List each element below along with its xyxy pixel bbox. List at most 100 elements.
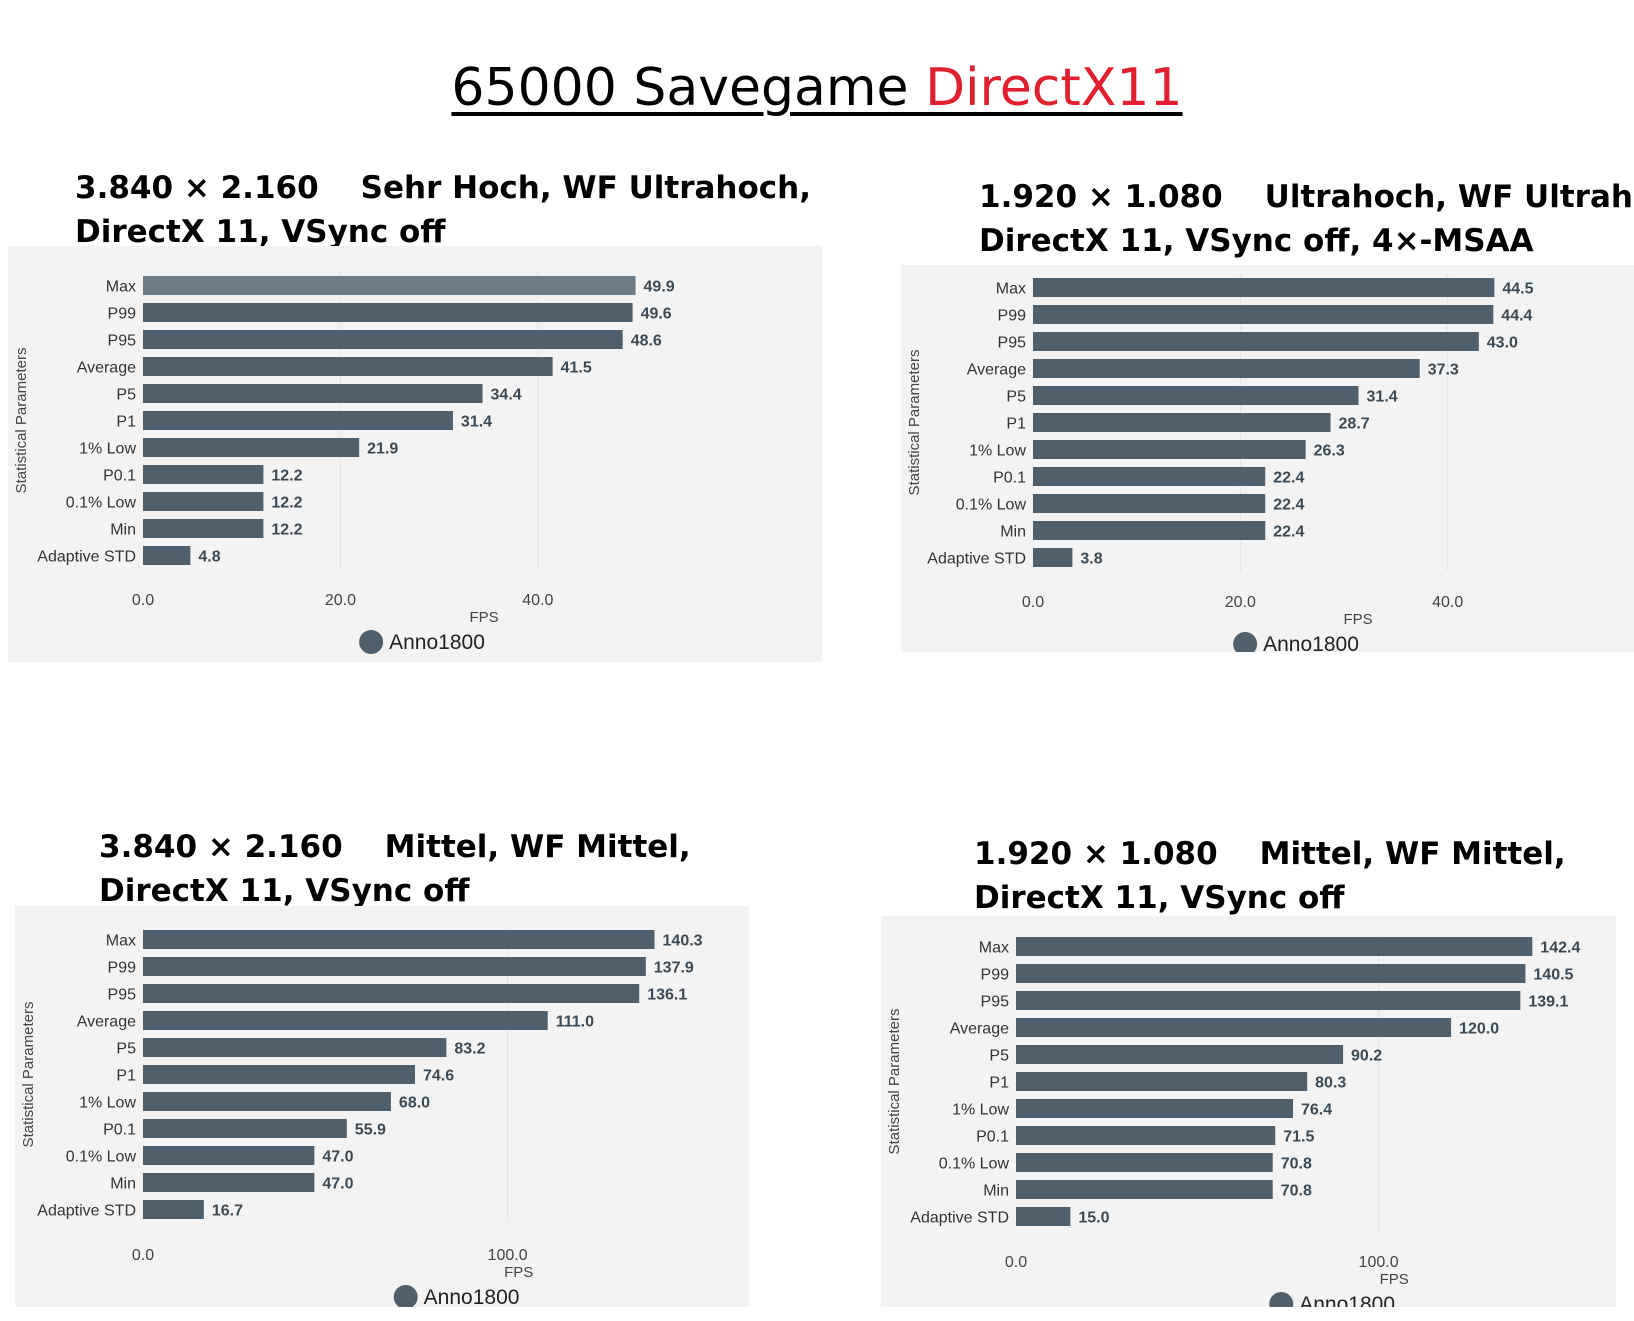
category-label: P0.1 (103, 468, 136, 485)
bar (143, 930, 655, 949)
value-label: 37.3 (1428, 362, 1459, 379)
category-label: Min (1000, 524, 1026, 541)
value-label: 136.1 (647, 987, 687, 1004)
bar (143, 984, 640, 1003)
value-label: 22.4 (1273, 524, 1304, 541)
legend-label: Anno1800 (424, 1286, 520, 1307)
bar (143, 1038, 447, 1057)
page-title: 65000 Savegame DirectX11 (0, 62, 1634, 114)
bar (143, 1092, 391, 1111)
value-label: 74.6 (423, 1068, 454, 1085)
value-label: 22.4 (1273, 497, 1304, 514)
category-label: P99 (108, 960, 137, 977)
x-tick-label: 20.0 (325, 592, 356, 609)
bar (143, 519, 264, 538)
chart-4: Max 142.4 P99 140.5 P95 139.1 Average 120.0 P5 90… (881, 916, 1616, 1307)
bar (1016, 1207, 1071, 1226)
category-label: P1 (116, 1068, 136, 1085)
value-label: 31.4 (1367, 389, 1398, 406)
value-label: 28.7 (1339, 416, 1370, 433)
bar (143, 1065, 415, 1084)
category-label: 0.1% Low (956, 497, 1027, 514)
x-axis-title: FPS (504, 1264, 533, 1281)
bar (143, 438, 360, 457)
page-title-highlight: DirectX11 (925, 58, 1183, 118)
value-label: 71.5 (1283, 1129, 1314, 1146)
page-title-main: 65000 Savegame (451, 58, 926, 118)
bar (1016, 1045, 1344, 1064)
bar (1016, 1099, 1294, 1118)
chart-4-settings-line2: DirectX 11, VSync off (974, 880, 1345, 916)
chart-2: Max 44.5 P99 44.4 P95 43.0 Average 37.3 P5 31.4 P1… (901, 265, 1634, 652)
value-label: 137.9 (654, 960, 694, 977)
bar (1033, 278, 1495, 297)
value-label: 31.4 (461, 414, 492, 431)
category-label: P5 (989, 1048, 1009, 1065)
chart-4-settings: Mittel, WF Mittel, (1259, 836, 1566, 872)
bar (143, 957, 646, 976)
category-label: Max (106, 279, 136, 296)
category-label: Min (110, 522, 136, 539)
value-label: 49.9 (644, 279, 675, 296)
value-label: 44.5 (1502, 281, 1533, 298)
x-tick-label: 40.0 (522, 592, 553, 609)
chart-2-title: 1.920 × 1.080 Ultrahoch, WF Ultrahoch, Di… (979, 175, 1634, 263)
category-label: Min (983, 1183, 1009, 1200)
chart-3-title: 3.840 × 2.160 Mittel, WF Mittel, DirectX … (99, 825, 691, 913)
category-label: Average (967, 362, 1026, 379)
category-label: P5 (116, 387, 136, 404)
value-label: 12.2 (271, 468, 302, 485)
category-label: 1% Low (969, 443, 1026, 460)
category-label: 1% Low (952, 1102, 1009, 1119)
bar (1016, 991, 1521, 1010)
legend-marker (1269, 1292, 1294, 1307)
bar (143, 546, 191, 565)
category-label: P1 (989, 1075, 1009, 1092)
chart-4-resolution: 1.920 × 1.080 (974, 836, 1218, 872)
chart-3-resolution: 3.840 × 2.160 (99, 829, 343, 865)
chart-4-title: 1.920 × 1.080 Mittel, WF Mittel, DirectX … (974, 832, 1566, 920)
chart-3: Max 140.3 P99 137.9 P95 136.1 Average 111.0 P5 83… (15, 906, 749, 1307)
category-label: P99 (108, 306, 137, 323)
category-label: Adaptive STD (910, 1210, 1009, 1227)
x-tick-label: 0.0 (1022, 594, 1044, 611)
bar (1033, 386, 1359, 405)
y-axis-title: Statistical Parameters (886, 1009, 903, 1155)
value-label: 142.4 (1540, 940, 1580, 957)
legend-label: Anno1800 (389, 631, 485, 654)
bar (143, 330, 623, 349)
category-label: Adaptive STD (37, 1203, 136, 1220)
value-label: 139.1 (1528, 994, 1568, 1011)
bar (1033, 440, 1306, 459)
category-label: P95 (998, 335, 1027, 352)
bar (143, 411, 453, 430)
value-label: 70.8 (1281, 1183, 1312, 1200)
category-label: P5 (1006, 389, 1026, 406)
value-label: 111.0 (556, 1014, 594, 1031)
category-label: Adaptive STD (927, 551, 1026, 568)
x-axis-title: FPS (1380, 1271, 1409, 1288)
value-label: 120.0 (1459, 1021, 1499, 1038)
category-label: 1% Low (79, 441, 136, 458)
x-tick-label: 0.0 (132, 1247, 154, 1264)
category-label: Max (996, 281, 1026, 298)
x-tick-label: 100.0 (488, 1247, 528, 1264)
category-label: P5 (116, 1041, 136, 1058)
bar (143, 1200, 204, 1219)
category-label: Max (106, 933, 136, 950)
value-label: 22.4 (1273, 470, 1304, 487)
chart-3-settings-line2: DirectX 11, VSync off (99, 873, 470, 909)
value-label: 140.3 (663, 933, 703, 950)
chart-3-settings: Mittel, WF Mittel, (384, 829, 691, 865)
value-label: 90.2 (1351, 1048, 1382, 1065)
value-label: 47.0 (322, 1176, 353, 1193)
value-label: 34.4 (491, 387, 522, 404)
category-label: Average (950, 1021, 1009, 1038)
chart-1-settings: Sehr Hoch, WF Ultrahoch, (360, 170, 812, 206)
category-label: 0.1% Low (66, 1149, 137, 1166)
bar (1016, 1180, 1273, 1199)
category-label: Max (979, 940, 1009, 957)
value-label: 3.8 (1080, 551, 1102, 568)
bar (1033, 359, 1420, 378)
category-label: P95 (108, 987, 137, 1004)
